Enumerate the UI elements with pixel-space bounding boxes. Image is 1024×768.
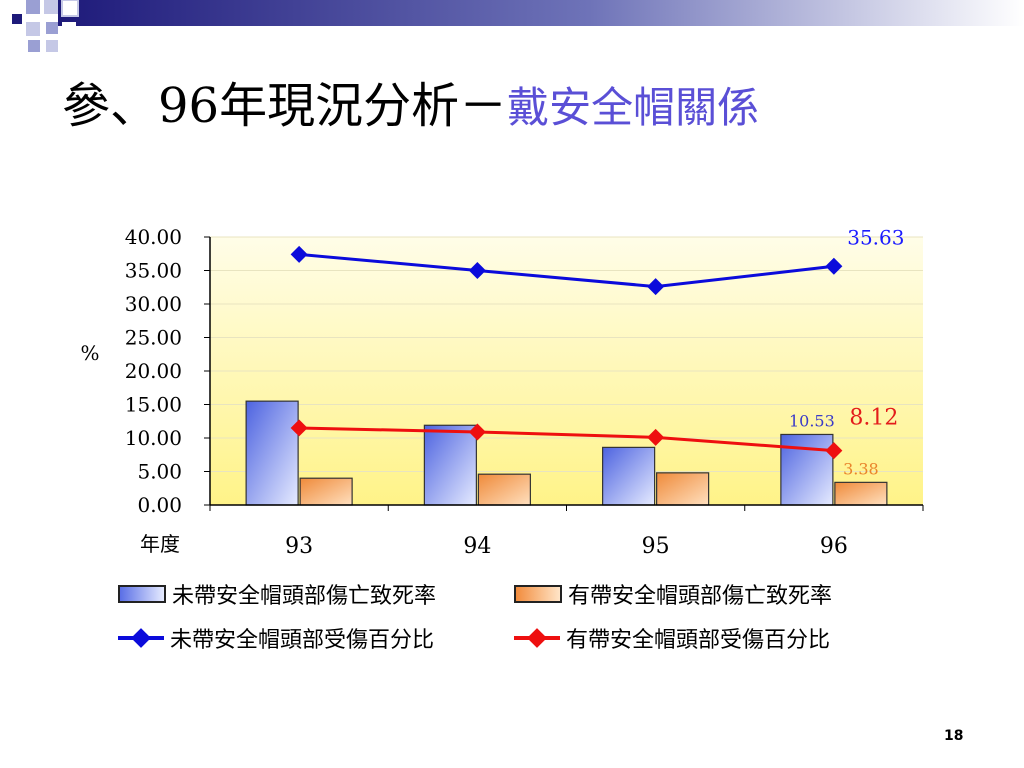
line-point-marker bbox=[290, 419, 308, 437]
legend-item-line-1: 未帶安全帽頭部受傷百分比 bbox=[118, 622, 434, 654]
x-tick-label: 95 bbox=[642, 534, 670, 559]
bar bbox=[477, 473, 531, 506]
bar bbox=[780, 433, 834, 506]
bars bbox=[245, 400, 888, 506]
y-tick-label: 0.00 bbox=[137, 493, 182, 517]
legend-label: 有帶安全帽頭部傷亡致死率 bbox=[568, 584, 833, 609]
y-tick-label: 25.00 bbox=[125, 326, 182, 350]
x-tick-label: 93 bbox=[285, 534, 313, 559]
slide-title-sub: 戴安全帽關係 bbox=[507, 83, 760, 132]
bar bbox=[245, 400, 299, 506]
legend-item-line-2: 有帶安全帽頭部受傷百分比 bbox=[514, 622, 830, 654]
y-tick-label: 5.00 bbox=[137, 460, 182, 484]
line-point-marker bbox=[825, 442, 843, 460]
y-tick-label: 15.00 bbox=[125, 393, 182, 417]
x-axis: 93 94 95 96 bbox=[209, 504, 924, 559]
line-point-marker bbox=[647, 428, 665, 446]
data-labels: 35.63 8.12 10.53 3.38 bbox=[789, 225, 905, 478]
bar bbox=[423, 424, 477, 506]
line-point-marker bbox=[647, 278, 665, 296]
series-line bbox=[298, 252, 835, 289]
slide-title-main: 參、96年現況分析－ bbox=[62, 78, 508, 134]
legend-label: 有帶安全帽頭部受傷百分比 bbox=[566, 628, 831, 653]
bar bbox=[602, 446, 656, 506]
legend-item-bar-2: 有帶安全帽頭部傷亡致死率 bbox=[514, 578, 832, 610]
legend-line-blue-icon bbox=[118, 628, 164, 648]
bar bbox=[656, 472, 710, 506]
lines bbox=[290, 245, 843, 460]
legend-line-red-icon bbox=[514, 628, 560, 648]
line-point-marker bbox=[468, 423, 486, 441]
x-axis-label: 年度 bbox=[140, 532, 180, 556]
legend-swatch-orange-bar bbox=[514, 585, 562, 603]
legend-label: 未帶安全帽頭部傷亡致死率 bbox=[172, 584, 437, 609]
data-label: 35.63 bbox=[847, 225, 904, 249]
series-line bbox=[299, 426, 834, 453]
y-tick-label: 10.00 bbox=[125, 426, 182, 450]
decorative-header-squares bbox=[0, 0, 1024, 52]
bar bbox=[299, 477, 353, 506]
legend-swatch-blue-bar bbox=[118, 585, 166, 603]
legend-item-bar-1: 未帶安全帽頭部傷亡致死率 bbox=[118, 578, 436, 610]
data-label: 10.53 bbox=[789, 411, 835, 430]
y-axis: 0.00 5.00 10.00 15.00 20.00 25.00 30.00 35.00 40… bbox=[125, 225, 211, 517]
y-tick-label: 35.00 bbox=[125, 259, 182, 283]
y-tick-label: 30.00 bbox=[125, 292, 182, 316]
line-point-marker bbox=[825, 257, 843, 275]
legend-label: 未帶安全帽頭部受傷百分比 bbox=[170, 628, 435, 653]
slide-title: 參、96年現況分析－戴安全帽關係 bbox=[62, 66, 759, 136]
x-tick-label: 94 bbox=[463, 534, 491, 559]
page-number: 18 bbox=[944, 728, 964, 744]
y-tick-label: 40.00 bbox=[125, 225, 182, 249]
data-label: 3.38 bbox=[843, 459, 879, 478]
bar bbox=[834, 481, 888, 506]
combo-chart: 0.00 5.00 10.00 15.00 20.00 25.00 30.00 35.00 40… bbox=[80, 225, 924, 559]
x-tick-label: 96 bbox=[820, 534, 848, 559]
data-label: 8.12 bbox=[849, 406, 898, 431]
y-tick-label: 20.00 bbox=[125, 359, 182, 383]
y-axis-label: % bbox=[80, 341, 99, 365]
